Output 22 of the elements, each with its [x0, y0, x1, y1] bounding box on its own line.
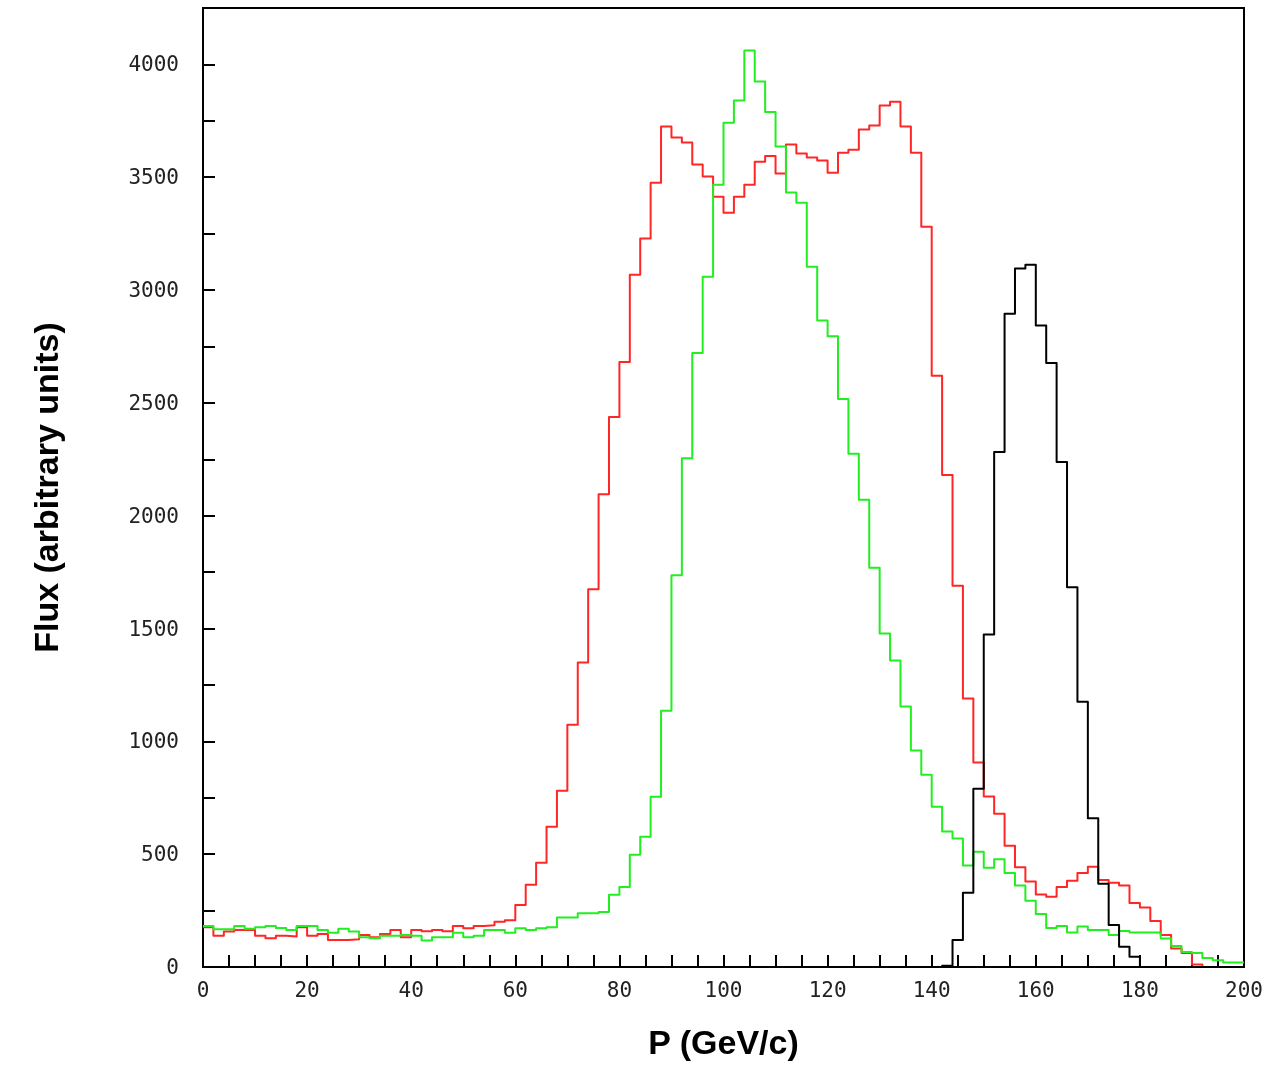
x-tick-label: 160 [1016, 977, 1055, 1002]
x-tick-label: 80 [606, 977, 633, 1002]
y-axis-title: Flux (arbitrary units) [27, 322, 65, 653]
x-tick-label: 20 [294, 977, 320, 1002]
x-tick-label: 180 [1120, 977, 1159, 1002]
y-tick-label: 3000 [128, 278, 179, 303]
y-tick-label: 4000 [128, 52, 179, 77]
x-axis-title: P (GeV/c) [648, 1023, 799, 1061]
x-tick-label: 0 [196, 977, 210, 1002]
x-tick-label: 120 [808, 977, 847, 1002]
y-tick-label: 2500 [128, 390, 179, 415]
y-tick-label: 1500 [128, 616, 179, 641]
x-tick-label: 100 [704, 977, 743, 1002]
x-tick-label: 60 [502, 977, 528, 1002]
x-tick-label: 200 [1225, 977, 1263, 1002]
y-tick-label: 0 [166, 955, 179, 979]
y-tick-label: 3500 [128, 165, 179, 190]
y-tick-label: 500 [141, 842, 179, 867]
y-tick-label: 1000 [128, 729, 179, 754]
x-tick-label: 40 [398, 977, 424, 1002]
y-tick-label: 2000 [128, 503, 179, 528]
x-tick-label: 140 [912, 977, 951, 1002]
